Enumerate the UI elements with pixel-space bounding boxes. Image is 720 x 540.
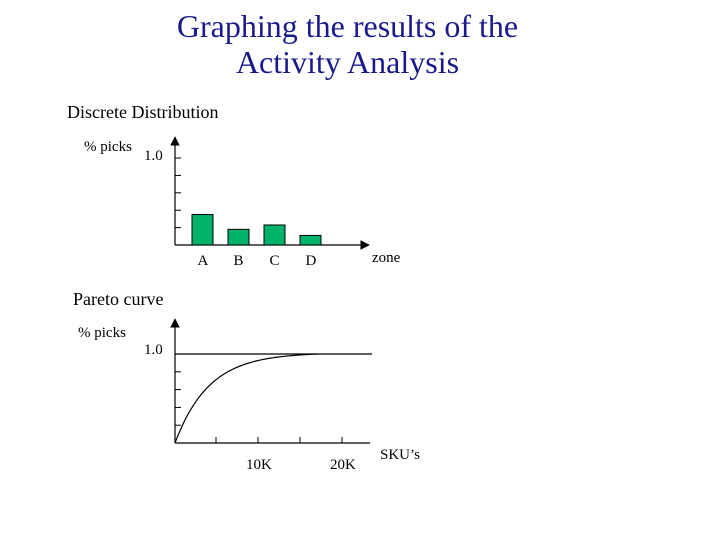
pareto-x-tick-label-10k: 10K [246,457,272,473]
bar-chart-title: Discrete Distribution [67,102,219,122]
pareto-xlabel: SKU’s [380,447,421,463]
pareto-title: Pareto curve [73,289,164,309]
pareto-curve [174,353,319,444]
bar-a [191,214,214,246]
slide-title: Graphing the results of the Activity Ana… [0,8,695,80]
bar-d [299,234,322,246]
bar-chart-y-tick-label: 1.0 [144,148,163,164]
bar-chart-ylabel: % picks [84,139,132,155]
bar-c [263,224,286,246]
pareto-y-tick-label: 1.0 [144,342,163,358]
title-line-1: Graphing the results of the [176,8,519,44]
pareto-x-tick-label-20k: 20K [330,457,356,473]
bar-chart-xlabel: zone [372,250,401,266]
bar-category-label-a: A [197,253,209,269]
bar-category-label-d: D [305,253,317,269]
pareto-ylabel: % picks [78,325,126,341]
bar-category-label-b: B [233,253,244,269]
title-line-2: Activity Analysis [235,44,460,80]
bar-category-label-c: C [269,253,280,269]
bar-b [227,228,250,246]
